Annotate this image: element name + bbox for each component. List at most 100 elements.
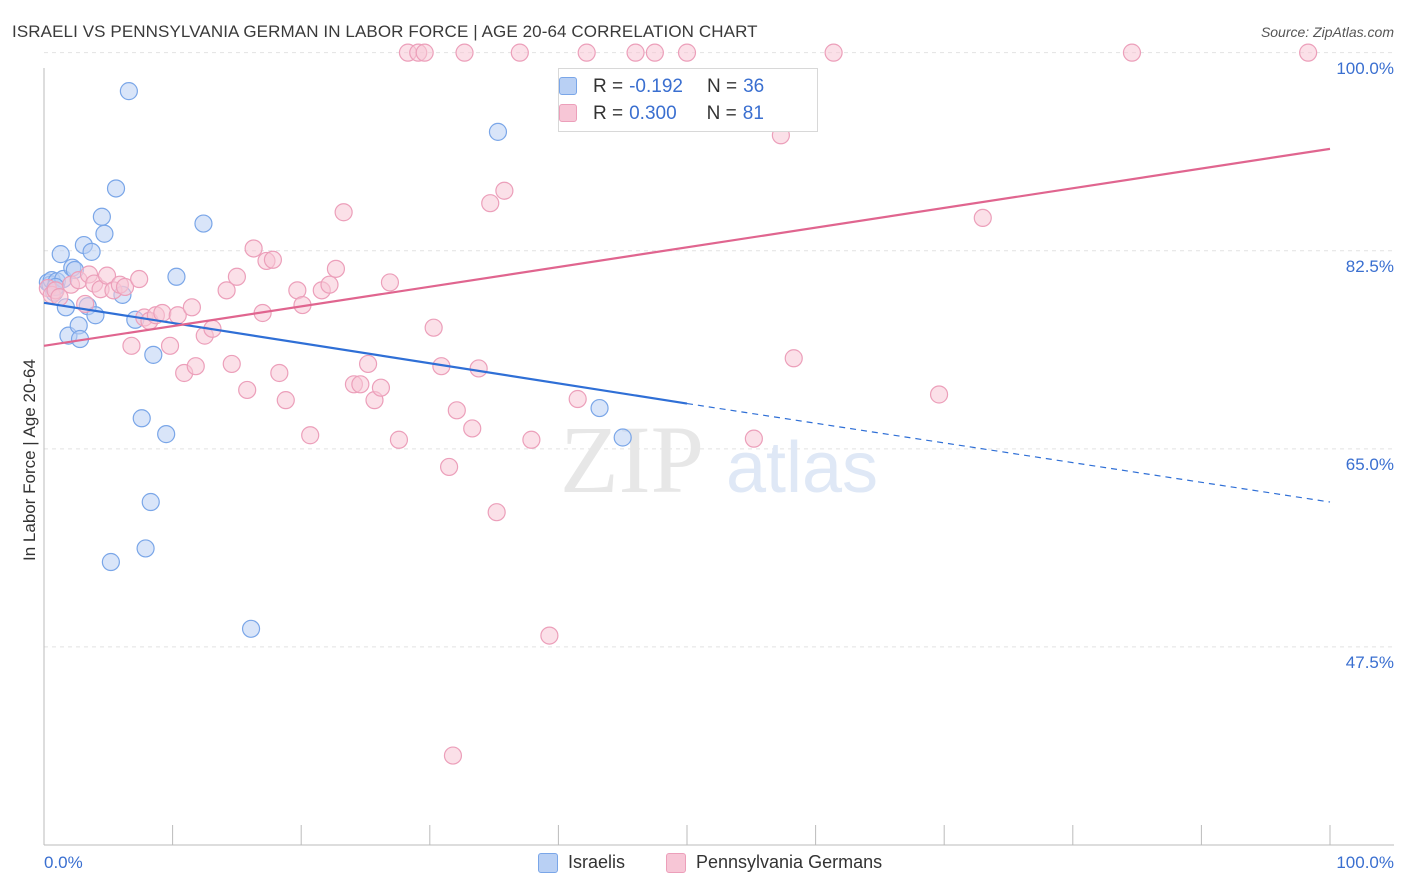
pennsylvania-germans-legend-swatch — [666, 852, 686, 873]
pennsylvania-germans-point-36 — [276, 391, 295, 410]
pennsylvania-germans-point-75 — [784, 349, 803, 368]
israelis-point-32 — [488, 122, 508, 141]
axes — [43, 68, 1394, 846]
r-label: R = — [593, 76, 624, 97]
pennsylvania-germans-point-46 — [358, 354, 378, 374]
israelis-point-25 — [136, 539, 155, 558]
pennsylvania-germans-point-53 — [415, 43, 434, 62]
israelis-point-34 — [613, 428, 632, 447]
pennsylvania-germans-point-66 — [540, 626, 559, 645]
r-value: 0.300 — [629, 103, 677, 124]
series-legend: Israelis Pennsylvania Germans — [0, 852, 1406, 876]
source-label: Source: ZipAtlas.com — [1260, 24, 1394, 40]
y-tick-label-1: 65.0% — [1345, 454, 1394, 474]
pennsylvania-germans-point-69 — [626, 43, 645, 62]
y-tick-label-3: 100.0% — [1336, 58, 1394, 78]
pennsylvania-germans-point-49 — [380, 273, 400, 292]
israelis-point-20 — [106, 179, 126, 198]
pennsylvania-germans-point-28 — [222, 354, 241, 374]
r-value: -0.192 — [629, 76, 683, 97]
n-value: 36 — [743, 76, 765, 97]
israelis-point-26 — [141, 492, 160, 512]
israelis-point-33 — [590, 398, 609, 418]
pennsylvania-germans-point-29 — [227, 267, 246, 286]
pennsylvania-germans-point-59 — [463, 419, 482, 438]
watermark-zip: ZIP — [560, 406, 704, 513]
chart-title: ISRAELI VS PENNSYLVANIA GERMAN IN LABOR … — [12, 22, 758, 41]
stats-row-israelis: R = -0.192 N = 36 — [559, 75, 765, 99]
y-tick-label-2: 82.5% — [1345, 256, 1394, 276]
n-label: N = — [706, 76, 738, 97]
stats-row-pennsylvania-germans: R = 0.300 N = 81 — [559, 102, 764, 126]
israelis-swatch — [559, 77, 577, 95]
israelis-point-15 — [82, 242, 101, 261]
pennsylvania-germans-point-78 — [973, 208, 992, 228]
pennsylvania-germans-point-56 — [439, 457, 459, 477]
pennsylvania-germans-point-35 — [270, 363, 289, 383]
pennsylvania-germans-point-19 — [153, 303, 172, 323]
pennsylvania-germans-point-27 — [217, 281, 236, 300]
pennsylvania-germans-point-80 — [1299, 43, 1318, 62]
legend-label-israelis: Israelis — [568, 852, 626, 872]
legend-item-israelis[interactable]: Israelis — [538, 852, 625, 873]
pennsylvania-germans-point-79 — [1122, 43, 1142, 62]
pennsylvania-germans-point-24 — [186, 357, 205, 376]
pennsylvania-germans-point-76 — [824, 43, 843, 62]
pennsylvania-germans-trend-line — [43, 147, 1331, 347]
pennsylvania-germans-point-73 — [744, 429, 763, 448]
israelis-point-31 — [241, 619, 261, 638]
pennsylvania-germans-point-45 — [351, 375, 370, 394]
pennsylvania-germans-point-14 — [122, 336, 141, 355]
israelis-point-22 — [119, 82, 138, 101]
pennsylvania-germans-point-13 — [115, 277, 135, 297]
pennsylvania-germans-point-43 — [334, 203, 353, 222]
israelis-point-28 — [157, 425, 176, 444]
pennsylvania-germans-point-58 — [455, 43, 474, 62]
pennsylvania-germans-point-63 — [495, 181, 514, 200]
x-tick-label-max: 100.0% — [1336, 853, 1394, 872]
israelis-point-30 — [194, 214, 213, 233]
pennsylvania-germans-point-68 — [577, 43, 596, 62]
pennsylvania-germans-point-20 — [160, 336, 180, 355]
israelis-point-24 — [132, 409, 151, 428]
pennsylvania-germans-point-60 — [469, 359, 488, 378]
israelis-legend-swatch — [538, 852, 558, 873]
pennsylvania-germans-point-77 — [929, 385, 949, 404]
israelis-trend-extension — [686, 402, 1331, 503]
stats-legend: R = -0.192 N = 36 R = 0.300 N = 81 — [558, 68, 818, 132]
pennsylvania-germans-point-42 — [326, 259, 346, 278]
israelis-points — [38, 82, 632, 638]
pennsylvania-germans-point-61 — [481, 194, 500, 213]
israelis-point-5 — [51, 245, 70, 264]
pennsylvania-germans-point-70 — [645, 43, 664, 62]
pennsylvania-germans-point-65 — [522, 430, 541, 449]
pennsylvania-germans-point-67 — [568, 389, 587, 409]
r-label: R = — [593, 103, 624, 124]
israelis-trend-line — [43, 301, 688, 405]
watermark: ZIP atlas — [560, 406, 878, 513]
trend-lines — [43, 147, 1331, 503]
pennsylvania-germans-point-64 — [510, 43, 529, 62]
israelis-point-27 — [144, 345, 163, 364]
pennsylvania-germans-point-48 — [371, 378, 391, 397]
pennsylvania-germans-point-81 — [443, 746, 463, 765]
israelis-point-19 — [101, 552, 120, 572]
israelis-point-29 — [167, 267, 186, 286]
y-axis-label: In Labor Force | Age 20-64 — [20, 359, 39, 561]
n-value: 81 — [742, 103, 764, 124]
y-tick-label-0: 47.5% — [1345, 652, 1394, 672]
israelis-point-18 — [95, 224, 114, 243]
pennsylvania-germans-point-39 — [301, 426, 320, 445]
legend-label-pennsylvania-germans: Pennsylvania Germans — [696, 852, 883, 872]
israelis-point-17 — [92, 207, 111, 226]
pennsylvania-germans-point-41 — [320, 275, 339, 294]
pennsylvania-germans-point-34 — [263, 250, 283, 269]
n-label: N = — [706, 103, 737, 124]
legend-item-pennsylvania-germans[interactable]: Pennsylvania Germans — [666, 852, 882, 873]
pennsylvania-germans-points — [38, 43, 1318, 765]
pennsylvania-germans-point-57 — [447, 401, 466, 420]
x-tick-label-min: 0.0% — [44, 853, 83, 872]
grid-lines — [44, 52, 1394, 648]
pennsylvania-germans-swatch — [559, 104, 577, 122]
